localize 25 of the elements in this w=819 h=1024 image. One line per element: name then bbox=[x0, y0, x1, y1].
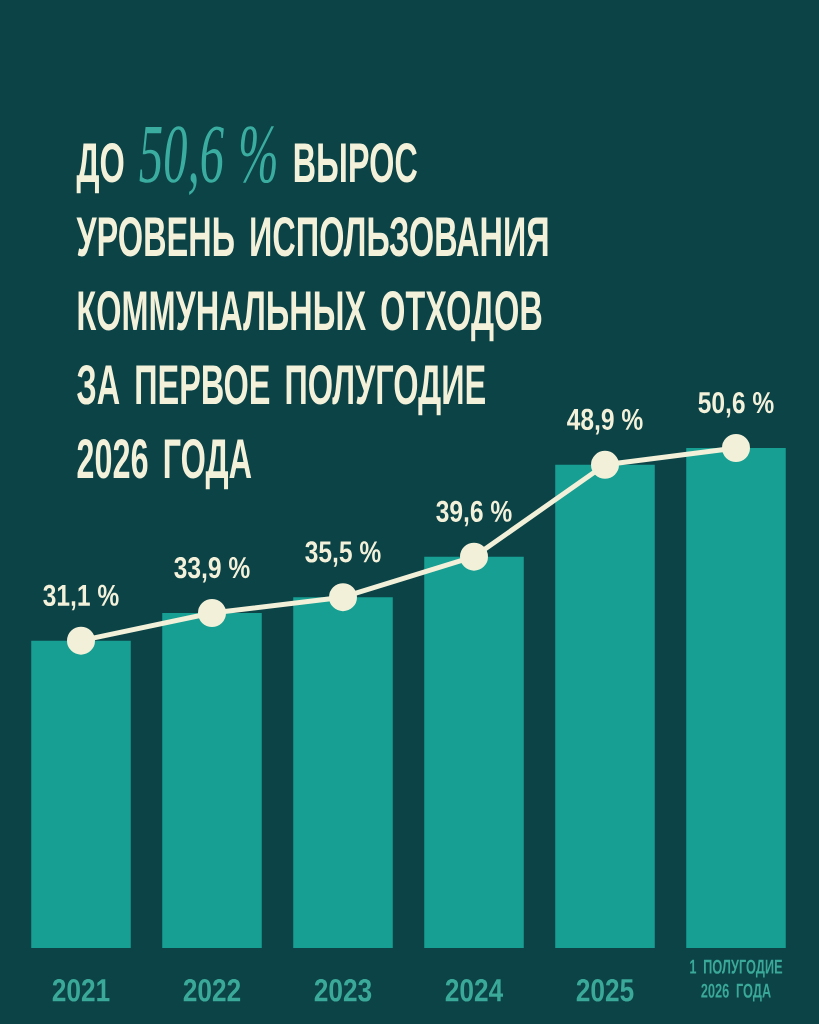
bar bbox=[686, 447, 786, 948]
point bbox=[591, 450, 619, 479]
data-label: 35,5 % bbox=[305, 541, 381, 567]
x-tick-label: 2023 bbox=[314, 978, 372, 1002]
bar bbox=[31, 640, 131, 948]
point bbox=[329, 583, 357, 612]
x-tick-label: 2022 bbox=[183, 978, 241, 1002]
bar bbox=[424, 556, 524, 948]
bar bbox=[293, 597, 393, 948]
data-label: 39,6 % bbox=[436, 500, 512, 527]
chart-title: ДО 50,6 % ВЫРОС УРОВЕНЬ ИСПОЛЬЗОВАНИЯ КОММУНАЛЬНЫХ ОТХОДОВ ЗА ПЕРВОЕ ПОЛУГОДИЕ 2026 ГОДА bbox=[76, 126, 548, 490]
point bbox=[459, 542, 488, 571]
data-label: 50,6 % bbox=[698, 391, 774, 418]
point bbox=[198, 599, 226, 628]
point bbox=[67, 626, 95, 655]
x-tick-label: 2021 bbox=[52, 978, 110, 1002]
data-label: 33,9 % bbox=[174, 557, 250, 583]
data-label: 31,1 % bbox=[43, 584, 119, 611]
bar bbox=[162, 613, 262, 948]
point bbox=[721, 433, 750, 462]
x-tick-label: 1 ПОЛУГОДИЕ 2026 ГОДА bbox=[690, 959, 783, 1002]
x-tick-label: 2025 bbox=[576, 978, 634, 1002]
bar bbox=[555, 464, 655, 948]
data-label: 48,9 % bbox=[567, 408, 643, 435]
x-tick-label: 2024 bbox=[445, 978, 504, 1002]
